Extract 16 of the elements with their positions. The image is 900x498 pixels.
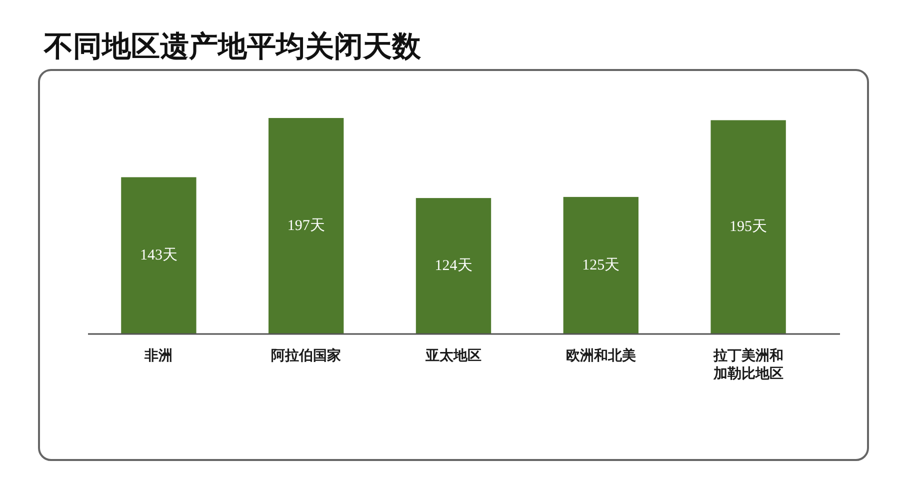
bar: [121, 177, 196, 334]
x-tick-label: 拉丁美洲和加勒比地区: [712, 347, 784, 382]
data-label: 197天: [287, 218, 325, 234]
data-label: 195天: [730, 219, 768, 236]
data-label: 143天: [140, 248, 178, 264]
data-label: 124天: [434, 258, 472, 274]
bar: [710, 120, 786, 334]
bar: [268, 118, 344, 334]
bar: [416, 198, 492, 334]
chart-title: 不同地区遗产地平均关闭天数: [43, 30, 422, 63]
x-tick-label: 欧洲和北美: [566, 347, 636, 364]
x-tick-label: 非洲: [144, 348, 173, 364]
data-label: 125天: [582, 257, 620, 274]
x-tick-label: 阿拉伯国家: [271, 347, 342, 364]
bar: [563, 196, 638, 334]
x-tick-label: 亚太地区: [424, 348, 482, 364]
